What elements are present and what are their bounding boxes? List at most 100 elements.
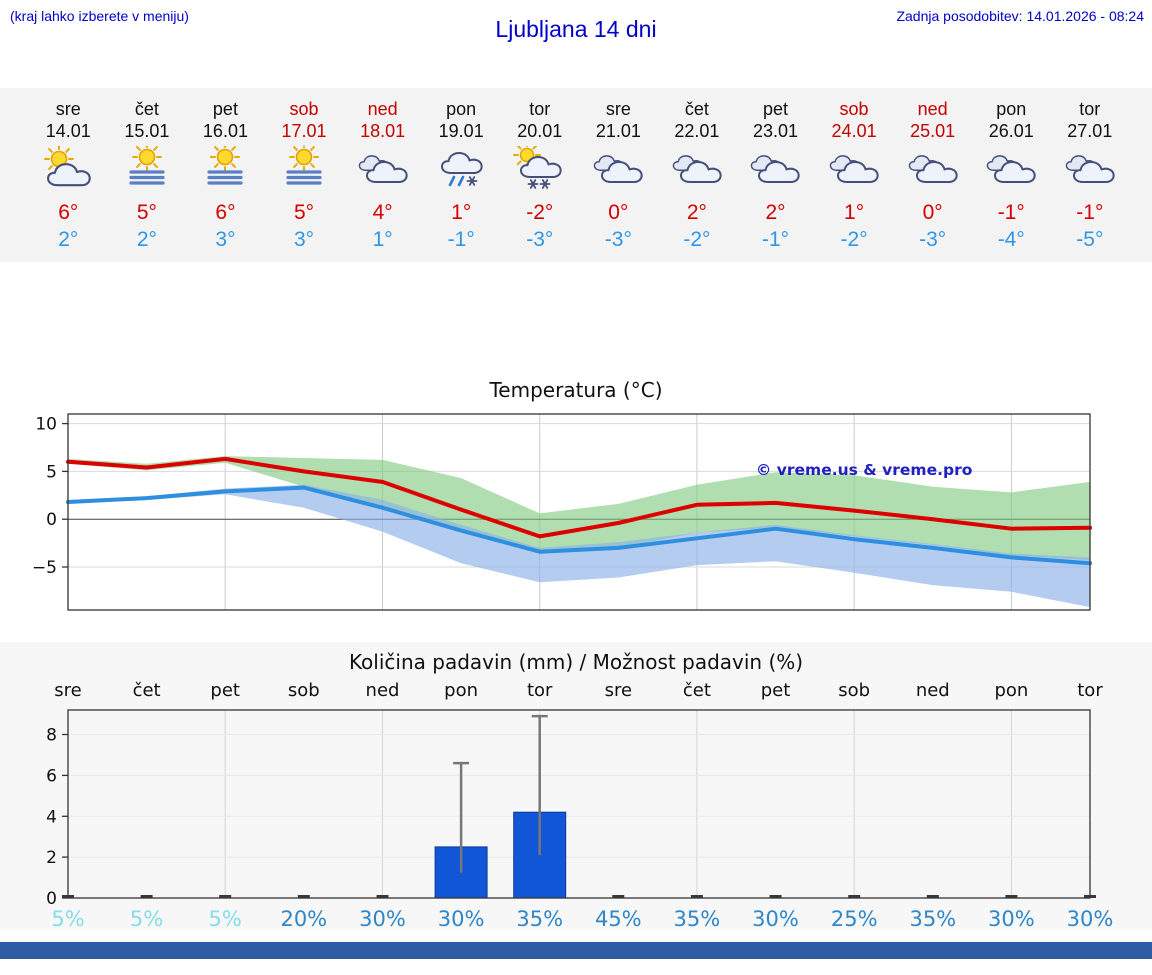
day-name: tor — [1079, 99, 1101, 119]
day-min-temp: -3° — [526, 228, 554, 251]
svg-text:0: 0 — [46, 889, 57, 909]
day-name: pet — [762, 99, 788, 119]
day-min-temp: 3° — [293, 228, 315, 251]
day-date: 18.01 — [360, 121, 406, 141]
forecast-day[interactable]: pon 19.01 1° -1° — [422, 98, 501, 251]
day-min-temp: -3° — [604, 228, 632, 251]
svg-text:25%: 25% — [831, 907, 878, 930]
cloudy-icon — [658, 142, 737, 194]
forecast-day[interactable]: čet 15.01 5° 2° — [108, 98, 187, 251]
svg-text:20%: 20% — [280, 907, 327, 930]
day-name: ned — [917, 99, 948, 119]
day-min-temp: 3° — [215, 228, 236, 251]
svg-text:tor: tor — [527, 680, 553, 701]
day-name: pon — [446, 99, 477, 119]
cloudy-icon — [343, 142, 422, 194]
cloudy-icon — [1051, 142, 1130, 194]
forecast-day[interactable]: pon 26.01 -1° -4° — [972, 98, 1051, 251]
svg-text:sob: sob — [288, 680, 320, 701]
day-date: 26.01 — [988, 121, 1034, 141]
day-max-temp: 5° — [293, 201, 315, 224]
day-max-temp: -2° — [526, 201, 554, 224]
day-min-temp: -4° — [997, 228, 1025, 251]
day-name: pet — [212, 99, 238, 119]
day-max-temp: 6° — [58, 201, 79, 224]
day-max-temp: 4° — [372, 201, 393, 224]
day-min-temp: 1° — [372, 228, 393, 251]
day-max-temp: 1° — [844, 201, 865, 224]
forecast-day[interactable]: tor 20.01 -2° -3° — [500, 98, 579, 251]
svg-text:© vreme.us & vreme.pro: © vreme.us & vreme.pro — [756, 461, 972, 479]
precipitation-chart-title: Količina padavin (mm) / Možnost padavin … — [348, 650, 804, 674]
day-name: ned — [367, 99, 398, 119]
temperature-chart: © vreme.us & vreme.pro −5 0 5 10 — [32, 413, 1092, 611]
svg-text:sre: sre — [54, 680, 81, 701]
svg-text:30%: 30% — [752, 907, 799, 930]
day-min-temp: -3° — [919, 228, 947, 251]
svg-text:pon: pon — [444, 680, 478, 701]
day-min-temp: -2° — [683, 228, 711, 251]
day-max-temp: -1° — [1076, 201, 1104, 224]
day-date: 16.01 — [202, 121, 248, 141]
svg-text:čet: čet — [683, 680, 711, 701]
last-update: Zadnja posodobitev: 14.01.2026 - 08:24 — [896, 8, 1144, 24]
precipitation-section: Količina padavin (mm) / Možnost padavin … — [0, 642, 1152, 930]
forecast-day[interactable]: sob 24.01 1° -2° — [815, 98, 894, 251]
cloudy-icon — [579, 142, 658, 194]
page-title: Ljubljana 14 dni — [495, 16, 657, 42]
day-date: 25.01 — [910, 121, 956, 141]
svg-text:8: 8 — [46, 726, 57, 746]
forecast-day[interactable]: sre 14.01 6° 2° — [29, 98, 108, 251]
svg-text:30%: 30% — [1067, 907, 1114, 930]
cloudy-icon — [736, 142, 815, 194]
forecast-day[interactable]: pet 16.01 6° 3° — [186, 98, 265, 251]
day-name: sre — [55, 99, 81, 119]
svg-text:tor: tor — [1077, 680, 1103, 701]
day-max-temp: 2° — [686, 201, 707, 224]
svg-text:5: 5 — [46, 462, 57, 482]
forecast-day[interactable]: ned 25.01 0° -3° — [893, 98, 972, 251]
svg-text:35%: 35% — [909, 907, 956, 930]
location-hint: (kraj lahko izberete v meniju) — [10, 8, 189, 24]
forecast-day[interactable]: sre 21.01 0° -3° — [579, 98, 658, 251]
svg-text:sre: sre — [605, 680, 632, 701]
day-name: čet — [684, 99, 709, 119]
day-date: 14.01 — [45, 121, 91, 141]
svg-text:0: 0 — [46, 510, 57, 530]
day-min-temp: -2° — [840, 228, 868, 251]
sun-fog-icon — [265, 142, 344, 194]
day-date: 19.01 — [438, 121, 484, 141]
svg-text:pon: pon — [994, 680, 1028, 701]
svg-text:30%: 30% — [438, 907, 485, 930]
day-max-temp: 2° — [765, 201, 786, 224]
svg-text:čet: čet — [133, 680, 161, 701]
svg-text:5%: 5% — [130, 907, 163, 930]
day-name: sob — [289, 99, 319, 119]
day-name: sre — [605, 99, 631, 119]
svg-text:sob: sob — [838, 680, 870, 701]
day-max-temp: 0° — [922, 201, 943, 224]
forecast-day[interactable]: sob 17.01 5° 3° — [265, 98, 344, 251]
day-min-temp: 2° — [136, 228, 157, 251]
forecast-day[interactable]: ned 18.01 4° 1° — [343, 98, 422, 251]
precipitation-chart: sre čet pet sob ned pon tor sre čet pet sob ned pon t… — [46, 680, 1114, 930]
forecast-day[interactable]: čet 22.01 2° -2° — [658, 98, 737, 251]
day-name: čet — [134, 99, 159, 119]
svg-text:35%: 35% — [674, 907, 721, 930]
bottom-bar — [0, 942, 1152, 959]
snow-sun-icon — [500, 141, 579, 194]
forecast-day[interactable]: pet 23.01 2° -1° — [736, 98, 815, 251]
day-date: 15.01 — [124, 121, 170, 141]
day-date: 22.01 — [674, 121, 720, 141]
sleet-icon — [422, 142, 501, 194]
svg-text:5%: 5% — [51, 907, 84, 930]
svg-text:6: 6 — [46, 766, 57, 786]
partly-sunny-icon — [29, 142, 108, 194]
day-min-temp: -1° — [447, 228, 475, 251]
svg-text:45%: 45% — [595, 907, 642, 930]
cloudy-icon — [893, 142, 972, 194]
day-date: 20.01 — [517, 121, 563, 141]
day-max-temp: -1° — [997, 201, 1025, 224]
svg-text:pet: pet — [210, 680, 240, 701]
forecast-day[interactable]: tor 27.01 -1° -5° — [1051, 98, 1130, 251]
